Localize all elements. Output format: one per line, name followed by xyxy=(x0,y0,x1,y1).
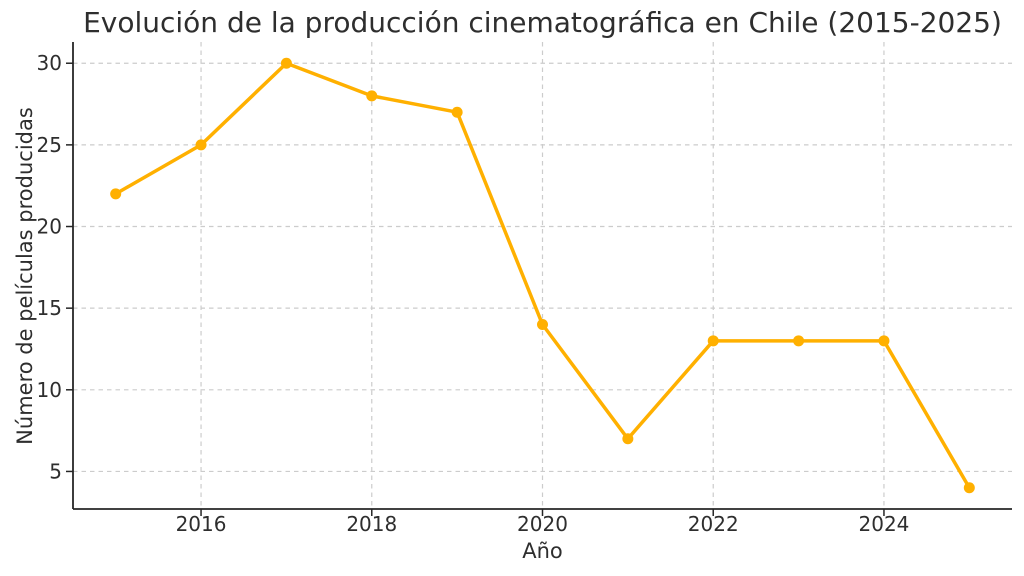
x-tick-label: 2018 xyxy=(346,512,397,536)
data-point xyxy=(110,188,122,200)
x-tick-label: 2016 xyxy=(176,512,227,536)
data-point xyxy=(707,335,719,347)
chart-title: Evolución de la producción cinematográfi… xyxy=(83,6,1002,39)
y-tick-label: 20 xyxy=(37,215,62,239)
x-tick-label: 2024 xyxy=(859,512,910,536)
data-point xyxy=(195,139,207,151)
data-point xyxy=(366,90,378,102)
y-tick-label: 15 xyxy=(37,296,62,320)
data-point xyxy=(280,57,292,69)
data-point xyxy=(537,318,548,330)
data-point xyxy=(963,482,975,494)
y-tick-label: 5 xyxy=(49,459,62,483)
data-point xyxy=(878,335,890,347)
x-axis-label: Año xyxy=(522,539,563,563)
data-point xyxy=(451,106,463,118)
y-tick-label: 10 xyxy=(37,378,62,402)
y-tick-label: 25 xyxy=(37,133,62,157)
data-point xyxy=(793,335,805,347)
data-point xyxy=(622,433,634,445)
x-tick-label: 2020 xyxy=(517,512,568,536)
y-axis-label: Número de películas producidas xyxy=(13,107,37,445)
x-tick-label: 2022 xyxy=(688,512,739,536)
y-tick-label: 30 xyxy=(37,51,62,75)
